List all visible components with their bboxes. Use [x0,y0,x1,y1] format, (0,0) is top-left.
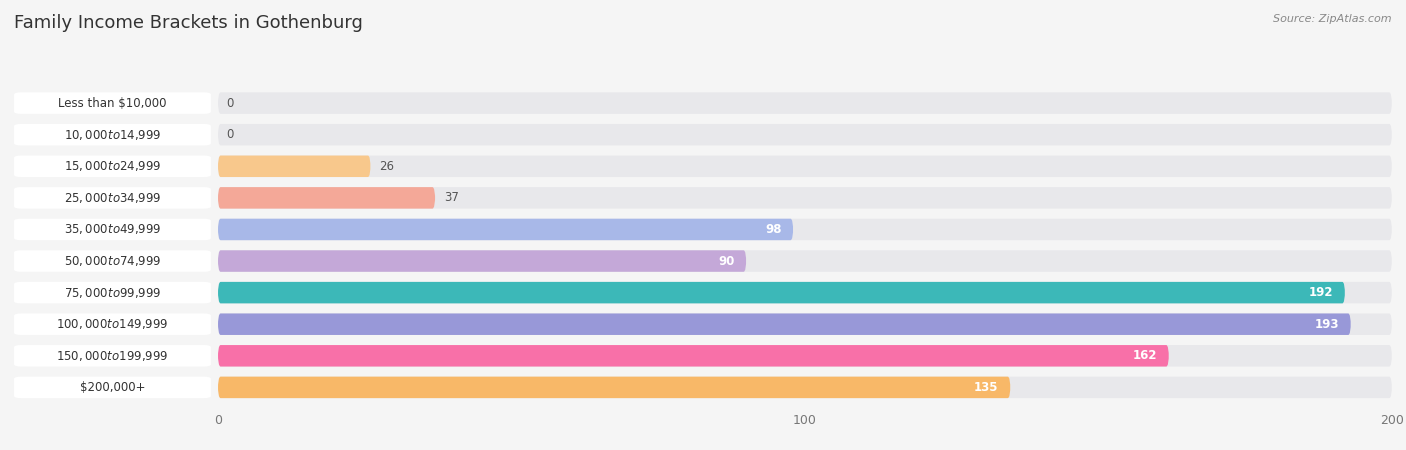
Text: $75,000 to $99,999: $75,000 to $99,999 [63,286,162,300]
FancyBboxPatch shape [218,187,1392,209]
Text: $100,000 to $149,999: $100,000 to $149,999 [56,317,169,331]
Text: $15,000 to $24,999: $15,000 to $24,999 [63,159,162,173]
FancyBboxPatch shape [218,156,371,177]
FancyBboxPatch shape [218,377,1392,398]
Text: $25,000 to $34,999: $25,000 to $34,999 [63,191,162,205]
Text: 135: 135 [974,381,998,394]
Text: $200,000+: $200,000+ [80,381,145,394]
Text: 37: 37 [444,191,458,204]
FancyBboxPatch shape [218,250,747,272]
Text: 90: 90 [718,255,734,268]
Text: $50,000 to $74,999: $50,000 to $74,999 [63,254,162,268]
Text: 162: 162 [1133,349,1157,362]
Text: 0: 0 [226,97,235,110]
FancyBboxPatch shape [218,250,1392,272]
Text: $35,000 to $49,999: $35,000 to $49,999 [63,222,162,236]
Text: $150,000 to $199,999: $150,000 to $199,999 [56,349,169,363]
FancyBboxPatch shape [218,282,1392,303]
Text: 26: 26 [380,160,394,173]
Text: 192: 192 [1309,286,1333,299]
Text: Family Income Brackets in Gothenburg: Family Income Brackets in Gothenburg [14,14,363,32]
Text: Less than $10,000: Less than $10,000 [58,97,167,110]
Text: 0: 0 [226,128,235,141]
FancyBboxPatch shape [218,156,1392,177]
Text: 98: 98 [765,223,782,236]
Text: Source: ZipAtlas.com: Source: ZipAtlas.com [1274,14,1392,23]
FancyBboxPatch shape [218,282,1346,303]
FancyBboxPatch shape [218,187,434,209]
Text: 193: 193 [1315,318,1339,331]
FancyBboxPatch shape [218,219,793,240]
FancyBboxPatch shape [218,377,1011,398]
FancyBboxPatch shape [218,345,1168,367]
FancyBboxPatch shape [218,124,1392,145]
FancyBboxPatch shape [218,92,1392,114]
FancyBboxPatch shape [218,314,1351,335]
FancyBboxPatch shape [218,219,1392,240]
Text: $10,000 to $14,999: $10,000 to $14,999 [63,128,162,142]
FancyBboxPatch shape [218,314,1392,335]
FancyBboxPatch shape [218,345,1392,367]
